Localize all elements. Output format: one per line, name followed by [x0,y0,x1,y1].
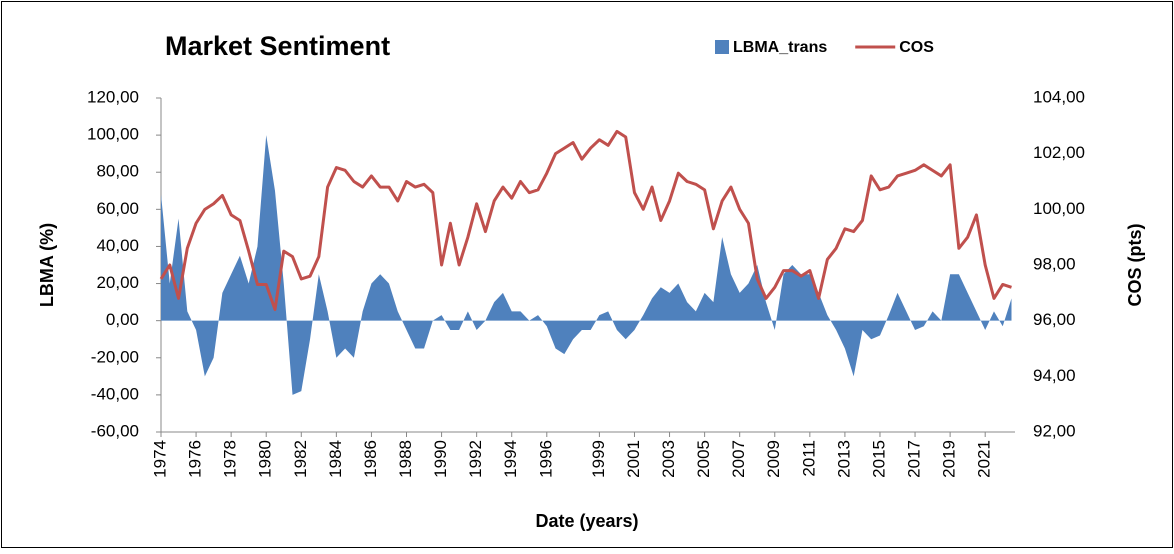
x-tick-label: 1976 [186,440,205,478]
x-tick-label: 1980 [256,440,275,478]
x-tick-label: 1999 [589,440,608,478]
y2-tick-label: 96,00 [1033,310,1076,329]
line [159,129,1012,312]
x-tick-label: 2017 [905,440,924,478]
chart-title: Market Sentiment [165,31,390,61]
y2-tick-label: 102,00 [1033,143,1085,162]
x-tick-label: 1990 [431,440,450,478]
x-tick-label: 2003 [659,440,678,478]
x-tick-label: 1992 [466,440,485,478]
x-tick-label: 1994 [501,440,520,478]
y-tick-label: 40,00 [96,236,139,255]
x-tick-label: 2019 [940,440,959,478]
y-tick-label: 60,00 [96,199,139,218]
x-tick-label: 1982 [291,440,310,478]
x-tick-label: 1978 [221,440,240,478]
y-tick-label: 80,00 [96,162,139,181]
x-tick-label: 1996 [536,440,555,478]
x-tick-label: 2009 [764,440,783,478]
x-tick-label: 2011 [799,440,818,477]
y2-tick-label: 100,00 [1033,199,1085,218]
y-tick-label: 120,00 [87,87,139,106]
x-tick-label: 2007 [729,440,748,478]
y-tick-label: 20,00 [96,273,139,292]
x-tick-label: 1974 [150,440,169,478]
y2-tick-label: 104,00 [1033,87,1085,106]
y2-tick-label: 92,00 [1033,421,1076,440]
y-axis-title: LBMA (%) [37,223,57,307]
legend-label: LBMA_trans [733,39,827,56]
y2-tick-label: 94,00 [1033,366,1076,385]
y-tick-label: -40,00 [91,384,139,403]
x-axis-title: Date (years) [535,511,638,531]
x-tick-label: 2013 [834,440,853,478]
legend-swatch [715,40,729,54]
y-tick-label: 100,00 [87,125,139,144]
x-tick-label: 1988 [396,440,415,478]
x-tick-label: 2015 [869,440,888,478]
x-tick-label: 2005 [694,440,713,478]
x-tick-label: 1986 [361,440,380,478]
y-tick-label: -20,00 [91,347,139,366]
y2-axis-title: COS (pts) [1125,223,1145,306]
x-tick-label: 1984 [326,440,345,478]
x-tick-label: 2021 [975,440,994,478]
x-tick-label: 2001 [624,440,643,478]
y-tick-label: 0,00 [106,310,139,329]
y-tick-label: -60,00 [91,421,139,440]
y2-tick-label: 98,00 [1033,254,1076,273]
legend-label: COS [899,39,934,56]
